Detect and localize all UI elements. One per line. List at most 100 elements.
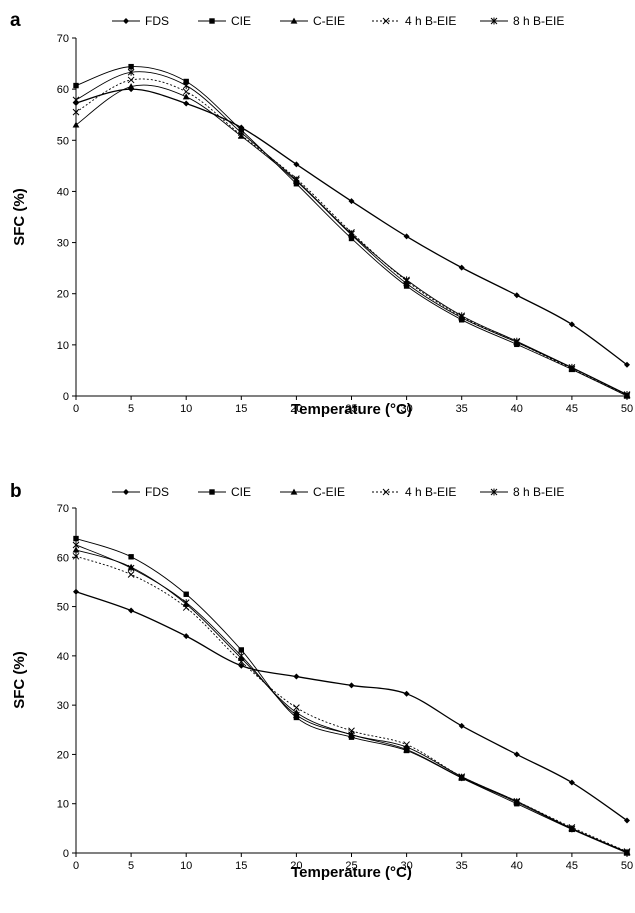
- x-tick-label: 40: [511, 403, 523, 415]
- x-tick-label: 35: [456, 403, 468, 415]
- series-fds: [73, 86, 630, 368]
- data-point: [568, 321, 575, 328]
- data-point: [72, 541, 80, 549]
- data-point: [348, 682, 355, 689]
- data-point: [72, 546, 80, 553]
- data-point: [238, 647, 244, 653]
- legend-item: FDS: [112, 14, 169, 28]
- data-point: [128, 554, 134, 560]
- x-tick-label: 45: [566, 403, 578, 415]
- series-cie: [73, 535, 630, 856]
- series-line: [75, 544, 628, 853]
- data-point: [72, 552, 80, 560]
- data-point: [182, 599, 190, 607]
- series-8-h-b-eie: [72, 541, 631, 857]
- data-point: [624, 361, 630, 368]
- x-tick-label: 30: [400, 403, 412, 415]
- y-tick-label: 20: [57, 749, 69, 761]
- legend-item: 8 h B-EIE: [480, 14, 564, 28]
- legend-label: C-EIE: [313, 14, 345, 28]
- chart-panel-b: b 0 10 20 30 40 50 60 70 0 5 10 15 20 25 30 35 40 45 50 Temp…: [10, 481, 633, 881]
- y-tick-label: 50: [57, 602, 69, 614]
- y-tick-label: 10: [57, 799, 69, 811]
- series-c-eie: [72, 546, 631, 855]
- data-point: [403, 233, 410, 240]
- legend-label: 8 h B-EIE: [513, 14, 564, 28]
- y-tick-label: 0: [63, 391, 69, 403]
- data-point: [403, 741, 410, 748]
- x-tick-label: 20: [290, 403, 302, 415]
- x-tick-label: 10: [180, 403, 192, 415]
- data-point: [348, 198, 355, 205]
- x-tick-label: 40: [511, 860, 523, 872]
- legend-marker: [209, 18, 215, 24]
- series-line: [75, 538, 628, 854]
- legend: FDS CIE C-EIE 4 h B-EIE 8 h B-EIE: [112, 485, 564, 499]
- legend-marker: [123, 18, 129, 24]
- data-point: [127, 564, 135, 572]
- data-point: [623, 849, 631, 857]
- chart-panel-a: a 0 10 20 30 40 50 60 70 0 5 10 15 20 25 30 35 40 45 50 Temp…: [10, 10, 633, 418]
- panel-label: a: [10, 10, 21, 31]
- legend-label: FDS: [145, 485, 169, 499]
- data-point: [513, 798, 521, 806]
- data-point: [293, 711, 300, 719]
- data-point: [513, 292, 520, 299]
- panel-label: b: [10, 481, 22, 502]
- data-point: [72, 121, 80, 128]
- y-tick-label: 60: [57, 552, 69, 564]
- x-tick-label: 35: [456, 860, 468, 872]
- data-point: [568, 363, 576, 371]
- series-fds: [73, 588, 630, 824]
- legend-label: C-EIE: [313, 485, 345, 499]
- data-point: [568, 779, 575, 786]
- legend-marker: [290, 488, 298, 495]
- x-tick-label: 5: [128, 403, 134, 415]
- data-point: [183, 78, 189, 85]
- data-point: [624, 817, 630, 824]
- y-tick-label: 30: [57, 700, 69, 712]
- series-line: [75, 591, 628, 822]
- data-point: [127, 571, 135, 578]
- x-tick-label: 50: [621, 860, 633, 872]
- x-tick-label: 15: [235, 403, 247, 415]
- data-point: [73, 588, 79, 595]
- x-tick-label: 10: [180, 860, 192, 872]
- data-point: [182, 604, 190, 611]
- data-point: [293, 161, 300, 168]
- series-line: [75, 78, 628, 396]
- legend-marker: [382, 17, 390, 25]
- legend-label: 4 h B-EIE: [405, 485, 456, 499]
- data-point: [458, 722, 465, 729]
- x-tick-label: 25: [345, 403, 357, 415]
- data-point: [128, 607, 135, 614]
- data-point: [568, 825, 576, 833]
- y-tick-label: 10: [57, 340, 69, 352]
- data-point: [182, 82, 190, 90]
- legend-marker: [290, 17, 298, 24]
- data-point: [238, 662, 245, 669]
- legend-marker: [123, 489, 129, 495]
- data-point: [403, 690, 410, 697]
- y-axis-label: SFC (%): [11, 651, 28, 709]
- data-point: [293, 673, 300, 680]
- data-point: [127, 83, 135, 90]
- x-tick-label: 50: [621, 403, 633, 415]
- data-point: [183, 100, 190, 107]
- data-point: [73, 82, 79, 89]
- x-tick-label: 5: [128, 860, 134, 872]
- legend-item: FDS: [112, 485, 169, 499]
- y-tick-label: 30: [57, 238, 69, 250]
- data-point: [348, 731, 355, 739]
- legend-label: 4 h B-EIE: [405, 14, 456, 28]
- y-tick-label: 70: [57, 33, 69, 45]
- data-point: [403, 746, 410, 753]
- data-point: [623, 390, 631, 398]
- x-tick-label: 30: [400, 860, 412, 872]
- data-point: [513, 751, 520, 758]
- series-line: [75, 555, 628, 852]
- legend-marker: [209, 489, 215, 495]
- legend-marker: [382, 488, 390, 496]
- legend: FDS CIE C-EIE 4 h B-EIE 8 h B-EIE: [112, 14, 564, 28]
